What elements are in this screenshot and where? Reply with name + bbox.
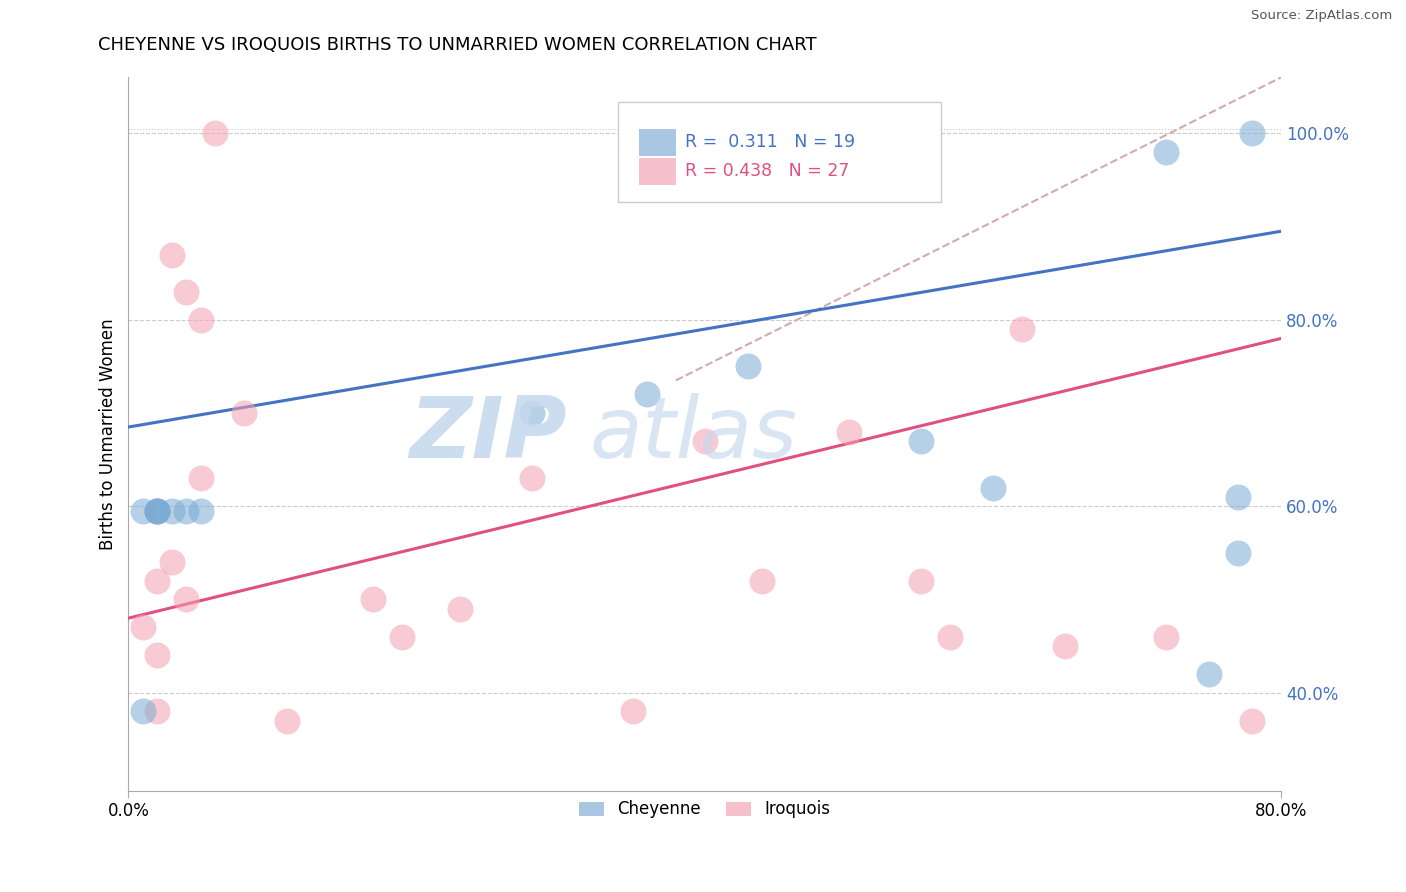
Point <box>838 425 860 439</box>
Point <box>981 481 1004 495</box>
Point <box>146 504 169 518</box>
Point <box>146 648 169 663</box>
Point <box>520 406 543 420</box>
Point <box>190 313 212 327</box>
Point <box>910 434 932 448</box>
Text: atlas: atlas <box>589 392 797 475</box>
Point <box>132 704 155 718</box>
FancyBboxPatch shape <box>638 158 676 185</box>
Point <box>174 285 197 299</box>
Point <box>146 704 169 718</box>
Point <box>621 704 644 718</box>
Y-axis label: Births to Unmarried Women: Births to Unmarried Women <box>100 318 117 549</box>
Point <box>204 127 226 141</box>
Point <box>146 504 169 518</box>
Point <box>363 592 385 607</box>
Point <box>190 504 212 518</box>
Point <box>1226 490 1249 504</box>
Point <box>146 504 169 518</box>
FancyBboxPatch shape <box>619 103 941 202</box>
Point <box>146 574 169 588</box>
Point <box>160 555 183 569</box>
Point <box>751 574 773 588</box>
Point <box>1226 546 1249 560</box>
Point <box>146 504 169 518</box>
Point <box>391 630 413 644</box>
Point <box>1198 667 1220 681</box>
Point <box>160 504 183 518</box>
Point <box>132 620 155 634</box>
FancyBboxPatch shape <box>638 128 676 155</box>
Point <box>1154 145 1177 159</box>
Point <box>693 434 716 448</box>
Point <box>232 406 254 420</box>
Point <box>636 387 658 401</box>
Point <box>449 602 471 616</box>
Point <box>1241 127 1264 141</box>
Legend: Cheyenne, Iroquois: Cheyenne, Iroquois <box>572 794 837 825</box>
Point <box>1053 639 1076 653</box>
Point <box>174 504 197 518</box>
Point <box>132 504 155 518</box>
Point <box>160 247 183 261</box>
Text: R =  0.311   N = 19: R = 0.311 N = 19 <box>685 133 855 151</box>
Point <box>1241 714 1264 728</box>
Text: ZIP: ZIP <box>409 392 567 475</box>
Text: CHEYENNE VS IROQUOIS BIRTHS TO UNMARRIED WOMEN CORRELATION CHART: CHEYENNE VS IROQUOIS BIRTHS TO UNMARRIED… <box>98 36 817 54</box>
Text: Source: ZipAtlas.com: Source: ZipAtlas.com <box>1251 9 1392 22</box>
Point <box>737 359 759 374</box>
Point <box>520 471 543 485</box>
Point <box>1154 630 1177 644</box>
Point <box>174 592 197 607</box>
Point <box>276 714 298 728</box>
Text: R = 0.438   N = 27: R = 0.438 N = 27 <box>685 162 849 180</box>
Point <box>938 630 960 644</box>
Point <box>190 471 212 485</box>
Point <box>1011 322 1033 336</box>
Point <box>910 574 932 588</box>
